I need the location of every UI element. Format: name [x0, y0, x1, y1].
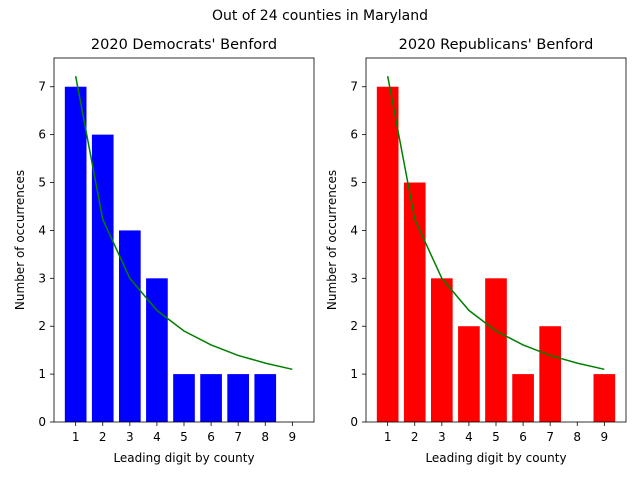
republicans-ytick-label-2: 2 [350, 319, 358, 333]
democrats-x-axis-label: Leading digit by county [113, 451, 254, 465]
republicans-xtick-label-2: 2 [411, 430, 419, 444]
republicans-bar-3 [431, 278, 453, 422]
republicans-xtick-label-8: 8 [573, 430, 581, 444]
republicans-bar-7 [539, 326, 561, 422]
democrats-xtick-label-7: 7 [234, 430, 242, 444]
figure-suptitle: Out of 24 counties in Maryland [212, 8, 428, 24]
republicans-bar-1 [376, 86, 399, 422]
democrats-ytick-label-4: 4 [38, 223, 46, 237]
democrats-xtick-label-4: 4 [153, 430, 161, 444]
democrats-y-axis-label: Number of occurrences [13, 170, 27, 310]
republicans-bar-6 [512, 374, 534, 422]
republicans-x-axis-label: Leading digit by county [425, 451, 566, 465]
republicans-xtick-label-1: 1 [384, 430, 392, 444]
republicans-bar-4 [458, 326, 480, 422]
democrats-bar-8 [254, 374, 277, 422]
republicans-y-axis-label: Number of occurrences [325, 170, 339, 310]
democrats-bar-5 [173, 374, 195, 422]
democrats-bar-1 [64, 86, 87, 422]
democrats-bar-2 [91, 134, 114, 422]
republicans-ytick-label-0: 0 [350, 415, 358, 429]
republicans-xtick-label-4: 4 [465, 430, 473, 444]
republicans-bar-9 [593, 374, 616, 422]
republicans-xtick-label-9: 9 [601, 430, 609, 444]
democrats-ytick-label-3: 3 [38, 271, 46, 285]
democrats-ytick-label-2: 2 [38, 319, 46, 333]
democrats-xtick-label-9: 9 [289, 430, 297, 444]
republicans-benford-expected-line [386, 76, 605, 371]
democrats-chart-title: 2020 Democrats' Benford [91, 37, 277, 53]
democrats-bar-4 [146, 278, 168, 422]
republicans-chart-title: 2020 Republicans' Benford [399, 37, 594, 53]
democrats-ytick-label-5: 5 [38, 176, 46, 190]
democrats-ytick-label-1: 1 [38, 367, 46, 381]
democrats-xtick-label-8: 8 [261, 430, 269, 444]
republicans-xtick-label-3: 3 [438, 430, 446, 444]
democrats-ytick-label-0: 0 [38, 415, 46, 429]
republicans-ytick-label-7: 7 [350, 80, 358, 94]
republicans-xtick-label-7: 7 [546, 430, 554, 444]
democrats-xtick-label-5: 5 [180, 430, 188, 444]
democrats-xtick-label-2: 2 [99, 430, 107, 444]
democrats-bar-6 [200, 374, 222, 422]
republicans-chart-panel: 1 2 3 4 5 6 7 8 9 0 1 2 3 4 5 6 7 2020 Republicans' Benfo… [325, 37, 627, 465]
republicans-ytick-label-3: 3 [350, 271, 358, 285]
republicans-ytick-label-6: 6 [350, 128, 358, 142]
republicans-ytick-label-5: 5 [350, 176, 358, 190]
democrats-ytick-label-7: 7 [38, 80, 46, 94]
republicans-ytick-label-4: 4 [350, 223, 358, 237]
republicans-bar-2 [403, 182, 426, 422]
republicans-xtick-label-6: 6 [519, 430, 527, 444]
republicans-xtick-label-5: 5 [492, 430, 500, 444]
democrats-bar-7 [227, 374, 249, 422]
democrats-benford-expected-line [74, 76, 293, 371]
democrats-chart-panel: 1 2 3 4 5 6 7 8 9 0 1 2 3 4 5 6 7 2020 Democrats' Benford… [13, 37, 315, 465]
democrats-xtick-label-3: 3 [126, 430, 134, 444]
democrats-bar-3 [119, 230, 141, 422]
republicans-bar-5 [485, 278, 507, 422]
republicans-ytick-label-1: 1 [350, 367, 358, 381]
democrats-ytick-label-6: 6 [38, 128, 46, 142]
democrats-xtick-label-1: 1 [72, 430, 80, 444]
democrats-xtick-label-6: 6 [207, 430, 215, 444]
